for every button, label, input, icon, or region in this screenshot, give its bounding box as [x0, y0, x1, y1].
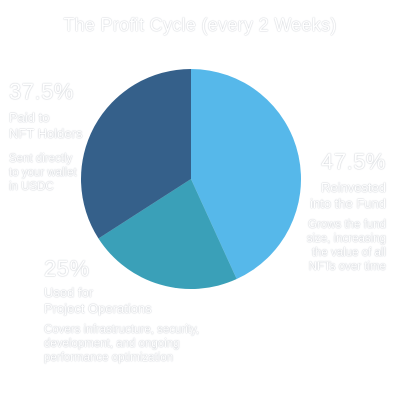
slice-heading-holders: Paid to NFT Holders [9, 110, 82, 142]
slice-heading-line: Paid to [9, 110, 50, 125]
slice-description-line: the value of all [311, 247, 386, 259]
slice-heading-line: Project Operations [44, 301, 152, 316]
slice-description-line: NFTs over time [308, 261, 386, 273]
slice-heading-ops: Used for Project Operations [44, 285, 199, 317]
slice-description-line: performance optimization [44, 352, 174, 364]
slice-description-line: to your wallet [9, 167, 77, 179]
slice-description-holders: Sent directly to your wallet in USDC [9, 152, 82, 194]
pie-slice-fund [191, 69, 302, 280]
slice-percent-fund: 47.5% [321, 149, 386, 174]
slice-description-line: Covers infrastructure, security, [44, 324, 200, 336]
slice-description-line: development, and ongoing [44, 338, 180, 350]
slice-description-fund: Grows the fund size, increasing the valu… [307, 218, 386, 274]
slice-heading-line: NFT Holders [9, 126, 83, 141]
slice-label-fund: 47.5% Reinvested into the Fund Grows the… [307, 150, 386, 274]
slice-heading-fund: Reinvested into the Fund [307, 180, 386, 212]
chart-title: The Profit Cycle (every 2 Weeks) [63, 15, 337, 35]
pie-slice-ops [98, 179, 237, 290]
pie-slice-holders [80, 69, 191, 239]
slice-percent-ops: 25% [44, 256, 90, 281]
slice-label-holders: 37.5% Paid to NFT Holders Sent directly … [9, 80, 82, 194]
slice-heading-line: Used for [44, 285, 94, 300]
slice-description-ops: Covers infrastructure, security, develop… [44, 323, 199, 365]
slice-label-ops: 25% Used for Project Operations Covers i… [44, 257, 199, 365]
slice-description-line: Grows the fund [308, 219, 386, 231]
slice-heading-line: into the Fund [310, 196, 386, 211]
slice-percent-holders: 37.5% [9, 79, 74, 104]
slice-description-line: in USDC [9, 181, 54, 193]
slice-description-line: size, increasing [306, 233, 386, 245]
slice-heading-line: Reinvested [320, 180, 386, 195]
slice-description-line: Sent directly [9, 153, 73, 165]
